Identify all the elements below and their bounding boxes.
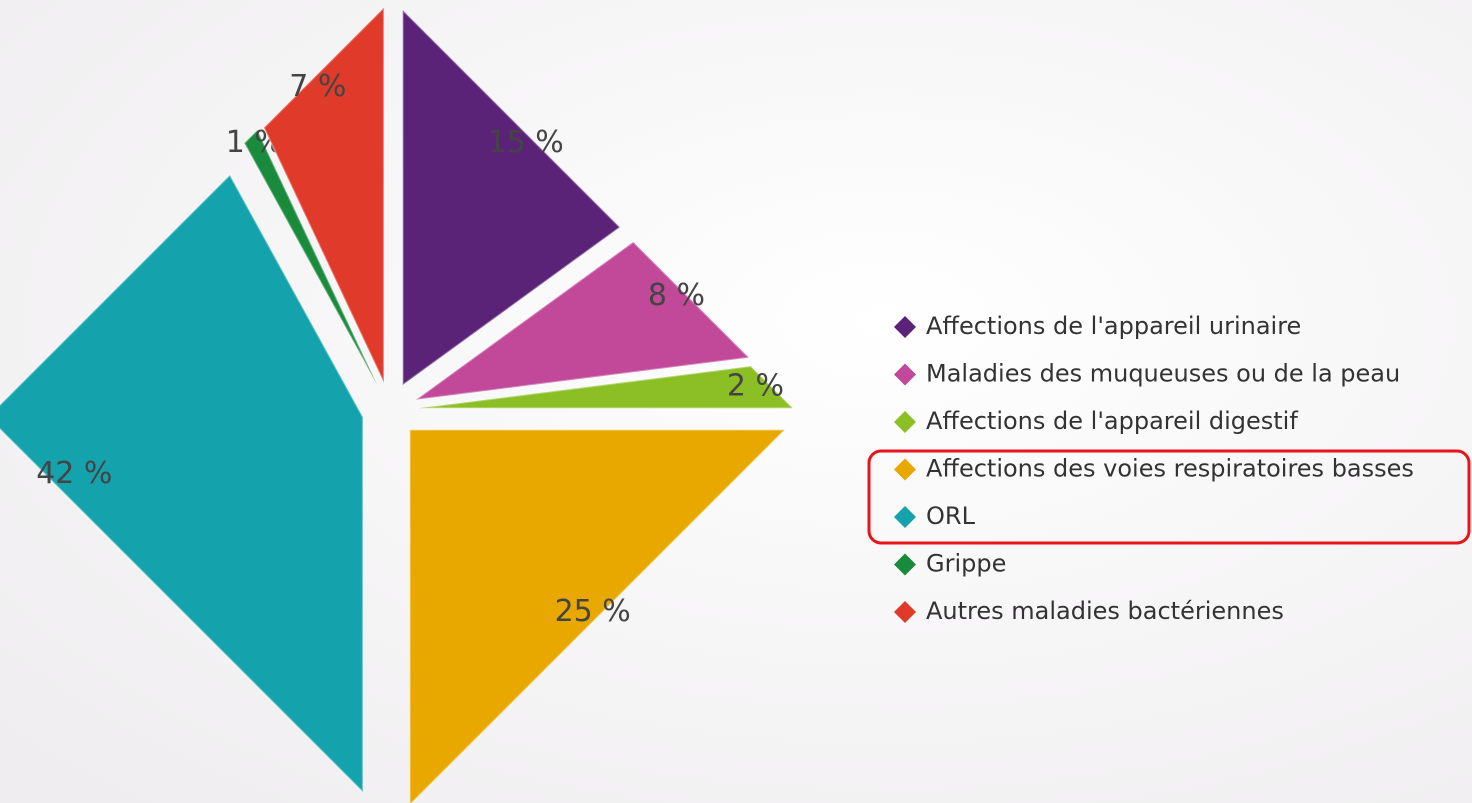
legend-label: Maladies des muqueuses ou de la peau: [926, 360, 1400, 388]
value-label: 2 %: [727, 369, 784, 404]
legend-label: Affections des voies respiratoires basse…: [926, 455, 1414, 483]
legend-label: Affections de l'appareil urinaire: [926, 312, 1301, 340]
value-label: 7 %: [289, 69, 346, 104]
legend-marker: [894, 411, 916, 433]
legend-marker: [894, 316, 916, 338]
pie-slice: [416, 365, 794, 410]
legend-marker: [894, 363, 916, 386]
pie-slice: [401, 9, 621, 387]
value-label: 42 %: [36, 456, 112, 491]
pie-slice: [408, 428, 786, 803]
value-label: 8 %: [648, 278, 705, 313]
pie-slice: [243, 129, 379, 387]
legend-label: Affections de l'appareil digestif: [926, 407, 1298, 435]
pie-slice: [262, 6, 385, 384]
value-label: 25 %: [555, 594, 631, 629]
legend-marker: [894, 506, 916, 528]
highlight-box: [867, 449, 1471, 545]
legend-marker: [894, 601, 916, 623]
legend-label: Grippe: [926, 550, 1006, 578]
value-label: 15 %: [488, 125, 564, 160]
legend-marker: [894, 553, 916, 576]
pie-slice: [415, 240, 750, 401]
legend-label: ORL: [926, 502, 976, 530]
pie-slice: [0, 173, 364, 793]
legend-marker: [894, 458, 916, 481]
legend-label: Autres maladies bactériennes: [926, 597, 1284, 625]
